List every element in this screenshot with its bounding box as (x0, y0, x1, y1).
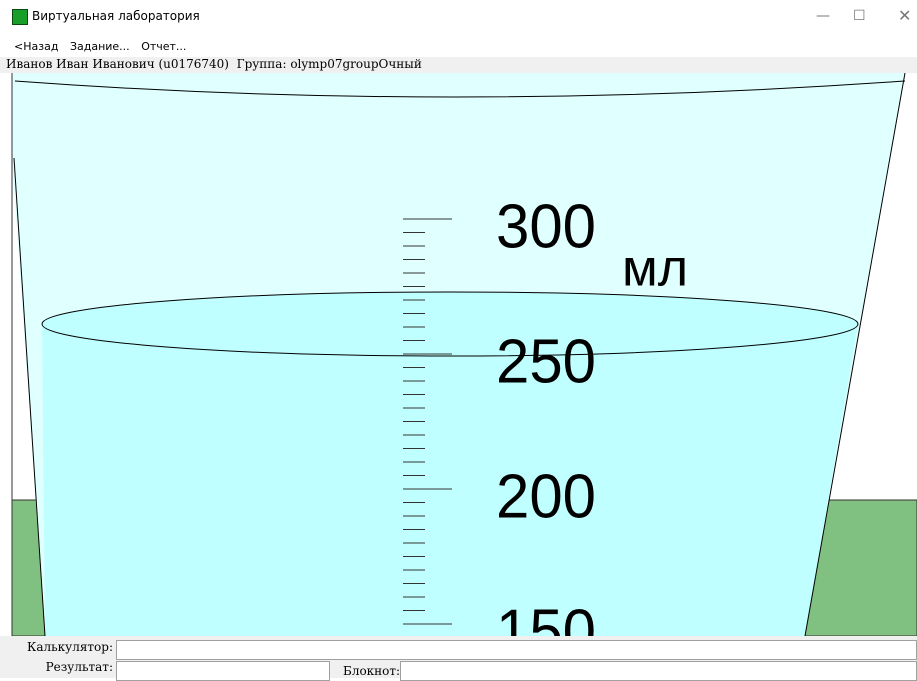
water (42, 324, 858, 636)
unit-label: мл (622, 240, 688, 298)
window-title: Виртуальная лаборатория (32, 9, 200, 23)
close-button[interactable]: ✕ (898, 6, 912, 25)
result-field[interactable] (116, 661, 330, 681)
beaker-rim (14, 80, 906, 98)
scale-label: 150 (496, 597, 596, 636)
scale-label: 200 (496, 462, 596, 531)
notepad-input[interactable] (400, 661, 917, 681)
beaker-wall (13, 157, 46, 636)
scale-label: 250 (496, 327, 596, 396)
bottom-panel: Калькулятор: Результат: Блокнот: (0, 636, 917, 681)
title-bar: Виртуальная лаборатория — ☐ ✕ (0, 0, 917, 36)
notepad-label: Блокнот: (343, 664, 401, 678)
maximize-button[interactable]: ☐ (853, 8, 866, 24)
lab-scene: 300 250 200 150 мл (11, 73, 917, 636)
app-icon (12, 9, 28, 25)
menu-bar: <Назад Задание... Отчет... (14, 40, 194, 53)
menu-item[interactable]: Отчет... (141, 40, 187, 53)
calculator-label: Калькулятор: (27, 640, 113, 654)
menu-item[interactable]: <Назад (14, 40, 59, 53)
minimize-button[interactable]: — (816, 8, 830, 24)
result-label: Результат: (45, 660, 113, 674)
water-surface (41, 291, 859, 357)
calculator-input[interactable] (116, 640, 917, 660)
scale-label: 300 (496, 192, 596, 261)
user-bar: Иванов Иван Иванович (u0176740) Группа: … (0, 57, 917, 73)
beaker-wall (804, 73, 906, 636)
user-info: Иванов Иван Иванович (u0176740) Группа: … (6, 57, 422, 71)
menu-item[interactable]: Задание... (69, 40, 130, 53)
